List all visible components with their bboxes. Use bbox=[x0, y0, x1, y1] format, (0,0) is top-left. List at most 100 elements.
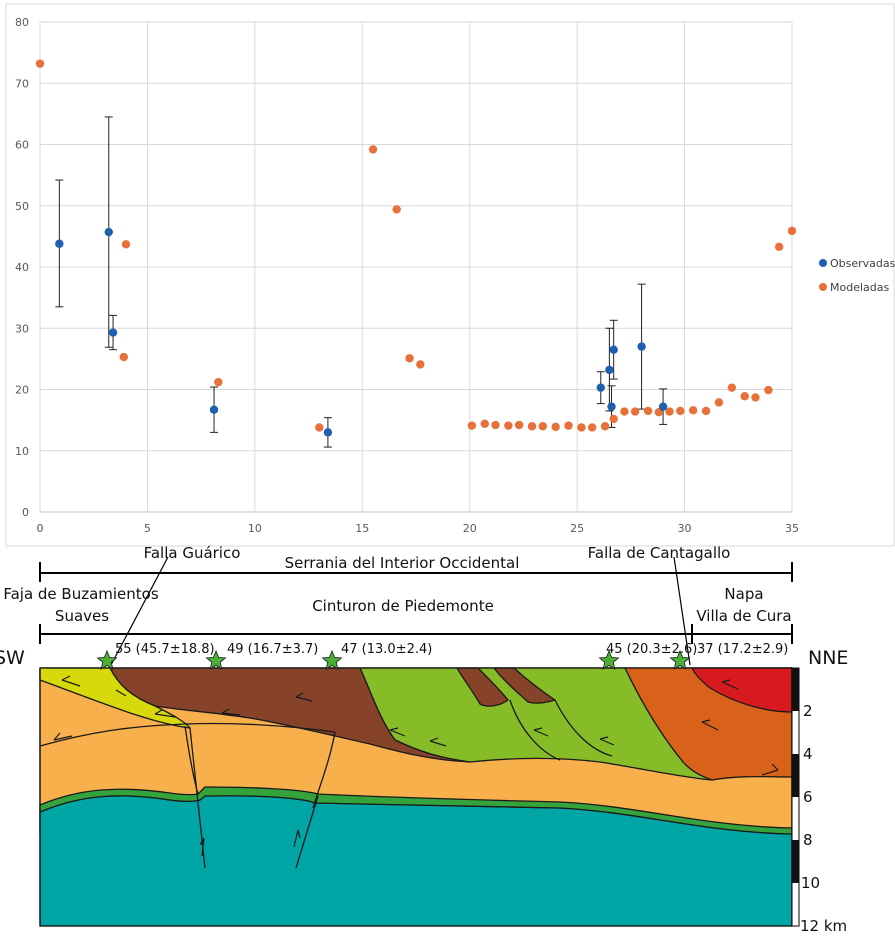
point-observadas bbox=[658, 402, 668, 411]
x-tick-label: 15 bbox=[355, 522, 369, 535]
depth-label-2: 2 bbox=[803, 702, 813, 720]
point-modeladas bbox=[714, 398, 724, 407]
direction-label-nne: NNE bbox=[808, 647, 848, 669]
depth-label-4: 4 bbox=[803, 745, 813, 763]
region-label-faja-2: Suaves bbox=[55, 607, 109, 625]
y-tick-label: 80 bbox=[15, 16, 29, 29]
unit-brown bbox=[109, 667, 471, 763]
point-modeladas bbox=[315, 423, 324, 432]
x-tick-label: 25 bbox=[570, 522, 584, 535]
y-tick-label: 30 bbox=[15, 322, 29, 335]
y-tick-label: 20 bbox=[15, 384, 29, 397]
leader-falla-cantagallo bbox=[673, 556, 691, 666]
legend-marker-observadas bbox=[819, 259, 827, 267]
fault-label-cantagallo: Falla de Cantagallo bbox=[588, 544, 731, 562]
point-modeladas bbox=[467, 421, 477, 430]
point-modeladas bbox=[643, 406, 653, 416]
point-modeladas bbox=[665, 407, 674, 416]
station-label-49: 49 (16.7±3.7) bbox=[227, 642, 318, 657]
depth-label-8: 8 bbox=[803, 831, 813, 849]
point-modeladas bbox=[538, 422, 547, 431]
point-modeladas bbox=[701, 406, 711, 416]
point-modeladas bbox=[368, 145, 378, 154]
point-modeladas bbox=[121, 240, 131, 249]
station-star-55 bbox=[96, 649, 118, 670]
point-modeladas bbox=[35, 59, 45, 68]
series-observadas bbox=[55, 227, 668, 437]
legend-marker-modeladas bbox=[819, 283, 827, 291]
point-observadas bbox=[637, 342, 646, 351]
point-modeladas bbox=[751, 393, 760, 402]
fault-label-guarico: Falla Guárico bbox=[144, 544, 241, 562]
point-modeladas bbox=[514, 420, 524, 430]
y-tick-label: 40 bbox=[15, 261, 29, 274]
x-tick-label: 0 bbox=[37, 522, 44, 535]
point-modeladas bbox=[600, 422, 610, 431]
legend-label-observadas: Observadas bbox=[830, 257, 895, 270]
point-modeladas bbox=[527, 422, 537, 431]
point-modeladas bbox=[119, 352, 128, 362]
geologic-units bbox=[39, 667, 793, 927]
region-brackets bbox=[39, 562, 793, 644]
contact-line-5 bbox=[554, 699, 613, 757]
leader-falla-guarico bbox=[110, 556, 169, 666]
point-modeladas bbox=[620, 407, 629, 416]
chart-frame bbox=[5, 3, 895, 547]
x-tick-label: 35 bbox=[785, 522, 799, 535]
depth-label-12: 12 km bbox=[800, 917, 847, 935]
point-modeladas bbox=[577, 423, 586, 432]
point-modeladas bbox=[491, 420, 500, 430]
region-label-napa-2: Villa de Cura bbox=[696, 607, 791, 625]
region-label-cinturon: Cinturon de Piedemonte bbox=[312, 597, 494, 615]
point-observadas bbox=[323, 428, 333, 437]
fault-arrows bbox=[53, 675, 779, 857]
contact-line-6 bbox=[189, 727, 206, 869]
point-observadas bbox=[605, 365, 614, 375]
station-label-47: 47 (13.0±2.4) bbox=[341, 642, 432, 657]
point-observadas bbox=[55, 239, 64, 248]
unit-brown-wedge-2 bbox=[493, 667, 556, 704]
scatter-chart: 0 5 10 15 20 25 30 35 0 10 20 30 40 50 60 70 80 Observa… bbox=[5, 3, 895, 547]
point-modeladas bbox=[764, 385, 773, 395]
point-modeladas bbox=[774, 242, 784, 251]
x-tick-labels: 0 5 10 15 20 25 30 35 bbox=[37, 522, 800, 535]
point-modeladas bbox=[504, 421, 513, 430]
region-label-serrania: Serrania del Interior Occidental bbox=[285, 554, 520, 572]
station-label-55: 55 (45.7±18.8) bbox=[115, 642, 215, 657]
station-star-49 bbox=[205, 649, 227, 670]
point-modeladas bbox=[740, 392, 749, 401]
y-tick-label: 70 bbox=[15, 77, 29, 90]
point-modeladas bbox=[392, 205, 401, 214]
direction-label-sw: SW bbox=[0, 647, 25, 669]
station-star-37 bbox=[669, 649, 691, 670]
station-star-47 bbox=[321, 649, 343, 670]
x-tick-label: 10 bbox=[248, 522, 262, 535]
point-modeladas bbox=[416, 360, 425, 369]
point-observadas bbox=[609, 345, 618, 354]
stations: 55 (45.7±18.8) 49 (16.7±3.7) 47 (13.0±2.… bbox=[96, 642, 788, 670]
y-tick-label: 0 bbox=[22, 506, 29, 519]
y-tick-label: 60 bbox=[15, 139, 29, 152]
contact-line-3 bbox=[312, 731, 336, 809]
point-modeladas bbox=[587, 423, 597, 432]
point-modeladas bbox=[688, 406, 698, 415]
unit-brown-wedge-1 bbox=[456, 667, 509, 707]
contact-line-4 bbox=[509, 699, 561, 761]
station-label-37: 37 (17.2±2.9) bbox=[697, 642, 788, 657]
y-tick-label: 10 bbox=[15, 445, 29, 458]
unit-red bbox=[691, 667, 793, 713]
x-tick-label: 5 bbox=[144, 522, 151, 535]
point-modeladas bbox=[214, 377, 223, 387]
contact-line-1 bbox=[39, 722, 336, 747]
point-observadas bbox=[607, 402, 616, 411]
cross-section: Falla Guárico Falla de Cantagallo Serran… bbox=[0, 544, 848, 935]
point-modeladas bbox=[676, 406, 685, 416]
point-modeladas bbox=[787, 226, 797, 236]
station-star-45 bbox=[598, 649, 620, 670]
point-modeladas bbox=[551, 422, 560, 432]
depth-scale: 2 4 6 8 10 12 km bbox=[791, 667, 847, 935]
point-observadas bbox=[104, 227, 113, 237]
point-modeladas bbox=[630, 407, 640, 416]
legend: Observadas Modeladas bbox=[819, 257, 895, 294]
